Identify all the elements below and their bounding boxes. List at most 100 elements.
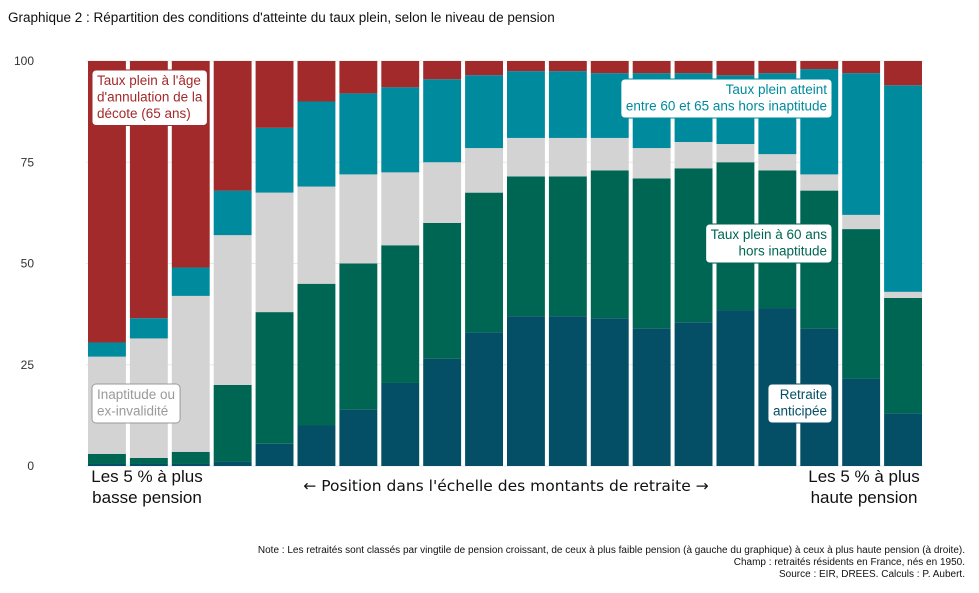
bar-segment-decote65-20 (884, 61, 922, 86)
bar-segment-entre6065-3 (171, 267, 210, 296)
bar-segment-anticipee-8 (381, 382, 420, 466)
bar-segment-inaptitude-11 (507, 137, 545, 177)
x-note-left: basse pension (92, 488, 202, 507)
bar-segment-decote65-15 (674, 61, 713, 74)
bar-segment-anticipee-9 (423, 358, 462, 466)
bar-segment-decote65-7 (339, 61, 378, 94)
y-tick-label-25: 25 (21, 358, 35, 372)
bar-segment-anticipee-19 (842, 378, 881, 466)
page-title: Graphique 2 : Répartition des conditions… (8, 10, 555, 25)
bar-segment-anticipee-2 (129, 463, 168, 466)
bar-segment-inaptitude-8 (381, 172, 420, 246)
annotation-line: Taux plein à 60 ans (711, 227, 828, 242)
bar-segment-anticipee-11 (507, 316, 545, 466)
bar-segment-taux60-1 (88, 453, 126, 464)
bar-segment-anticipee-1 (88, 463, 126, 466)
bar-segment-entre6065-1 (88, 342, 126, 357)
annotation-line: hors inaptitude (738, 244, 827, 259)
bar-segment-inaptitude-15 (674, 142, 713, 169)
bar-segment-decote65-14 (632, 61, 671, 74)
bar-segment-inaptitude-10 (465, 148, 503, 193)
bar-segment-taux60-2 (129, 457, 168, 464)
bar-segment-taux60-4 (213, 385, 252, 462)
bar-segment-anticipee-5 (255, 443, 294, 466)
bar-segment-entre6065-4 (213, 190, 252, 236)
y-axis: 0 25 50 75 100 (14, 54, 34, 473)
bar-segment-decote65-19 (842, 61, 881, 74)
bar-segment-decote65-12 (548, 61, 587, 72)
annotation-line: ex-invalidité (97, 404, 168, 419)
bar-segment-entre6065-12 (548, 71, 587, 138)
annotation-box (620, 78, 833, 119)
annotation-top-left: Taux plein à l'âge d'annulation de ladéco… (91, 69, 208, 126)
bar-segment-decote65-13 (590, 61, 629, 74)
annotation-line: Taux plein atteint (726, 82, 828, 97)
y-tick-label-50: 50 (21, 257, 35, 271)
bar-segment-anticipee-7 (339, 409, 378, 466)
bar-segment-taux60-9 (423, 223, 462, 359)
bar-segment-inaptitude-19 (842, 214, 881, 230)
x-note-right: haute pension (811, 488, 918, 507)
bar-segment-anticipee-6 (297, 425, 336, 466)
annotation-line: Inaptitude ou (97, 387, 175, 402)
annotation-line: entre 60 et 65 ans hors inaptitude (626, 99, 827, 114)
annotation-line: décote (65 ans) (97, 106, 191, 121)
bar-segment-inaptitude-7 (339, 174, 378, 264)
annotation-line: Retraite (780, 387, 827, 402)
bar-segment-inaptitude-17 (758, 154, 797, 171)
bar-segment-entre6065-19 (842, 73, 881, 215)
bar-segment-inaptitude-9 (423, 162, 462, 223)
annotation-box (767, 383, 833, 424)
bar-segment-inaptitude-14 (632, 148, 671, 179)
footer-champ: Champ : retraités résidents en France, n… (733, 557, 965, 568)
bar-segment-entre6065-6 (297, 101, 336, 187)
bar-segment-anticipee-16 (716, 310, 755, 466)
x-note-right: Les 5 % à plus (808, 467, 920, 486)
bar-segment-decote65-5 (255, 61, 294, 128)
x-axis-notes: Les 5 % à plus basse pension Les 5 % à plu… (91, 467, 920, 507)
bar-segment-entre6065-11 (507, 71, 545, 138)
y-tick-label-100: 100 (14, 54, 34, 68)
bar-segment-inaptitude-16 (716, 144, 755, 163)
bar-segment-anticipee-10 (465, 332, 503, 466)
bar-segment-decote65-6 (297, 61, 336, 102)
bar-segment-anticipee-4 (213, 461, 252, 466)
bar-segment-entre6065-7 (339, 93, 378, 175)
bar-segment-inaptitude-4 (213, 235, 252, 385)
bar-segment-anticipee-12 (548, 316, 587, 466)
bar-segment-inaptitude-13 (590, 137, 629, 171)
bar-segment-taux60-8 (381, 245, 420, 383)
bar-segment-entre6065-2 (129, 318, 168, 339)
annotation-box (91, 69, 208, 126)
annotation-line: anticipée (773, 404, 827, 419)
bar-segment-taux60-6 (297, 283, 336, 426)
bar-segment-decote65-17 (758, 61, 797, 74)
bar-segment-taux60-10 (465, 192, 503, 333)
bar-segment-entre6065-9 (423, 79, 462, 163)
bar-segment-anticipee-15 (674, 322, 713, 466)
bar-segment-inaptitude-20 (884, 291, 922, 298)
bar-segment-anticipee-14 (632, 328, 671, 466)
bar-segment-taux60-12 (548, 176, 587, 317)
bar-segment-taux60-7 (339, 263, 378, 410)
bar-segment-anticipee-3 (171, 463, 210, 466)
bar-segment-taux60-14 (632, 178, 671, 329)
footer: Note : Les retraités sont classés par vi… (258, 545, 965, 581)
bar-segment-inaptitude-18 (800, 174, 839, 191)
bar-segment-taux60-13 (590, 170, 629, 319)
bar-segment-decote65-11 (507, 61, 545, 72)
bar-segment-taux60-20 (884, 297, 922, 414)
x-note-left: Les 5 % à plus (91, 467, 203, 486)
bar-segment-decote65-18 (800, 61, 839, 70)
bar-segment-inaptitude-3 (171, 295, 210, 452)
bar-segment-anticipee-20 (884, 413, 922, 466)
bar-segment-decote65-16 (716, 61, 755, 76)
footer-source: Source : EIR, DREES. Calculs : P. Aubert… (778, 569, 965, 580)
annotation-bottom-left: Inaptitude ou ex-invalidité (91, 383, 181, 424)
bar-segment-anticipee-13 (590, 318, 629, 466)
annotation-middle-right: Taux plein à 60 ans hors inaptitude (705, 223, 833, 264)
y-tick-label-0: 0 (27, 459, 34, 473)
bar-segment-taux60-19 (842, 229, 881, 379)
bar-segment-decote65-9 (423, 61, 462, 80)
